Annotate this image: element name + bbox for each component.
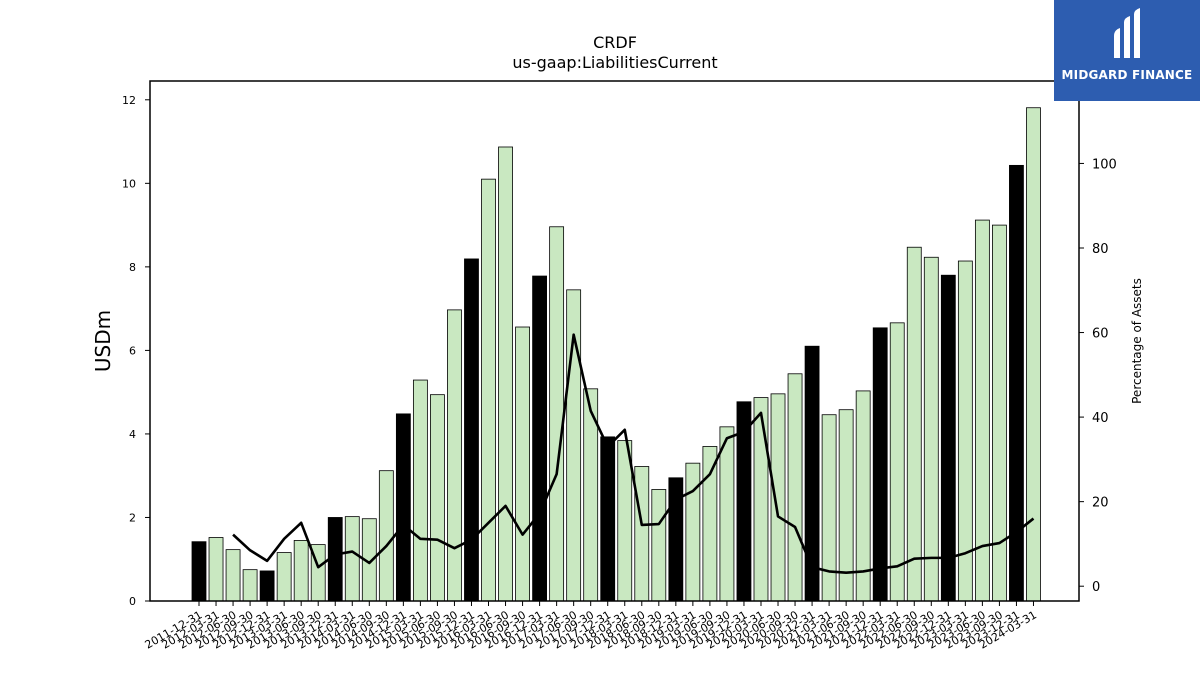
- bar-annual: [804, 345, 820, 602]
- bar-quarterly: [753, 397, 769, 602]
- brand-logo: MIDGARD FINANCE: [1054, 0, 1200, 101]
- y-tick-label: 12: [122, 94, 136, 107]
- bar-quarterly: [634, 466, 650, 602]
- bar-quarterly: [378, 470, 394, 602]
- bar-annual: [600, 436, 616, 602]
- logo-mark-icon: [1114, 8, 1140, 58]
- logo-text: MIDGARD FINANCE: [1061, 68, 1193, 82]
- bar-quarterly: [787, 373, 803, 602]
- x-axis: 2011-12-312012-03-312012-06-302012-09-30…: [143, 601, 1039, 652]
- bar-quarterly: [430, 394, 445, 602]
- bar-quarterly: [685, 462, 701, 602]
- y-axis-label: USDm: [91, 310, 115, 372]
- y-tick-label: 4: [129, 428, 136, 441]
- y-tick-label: 8: [129, 261, 136, 274]
- y-tick-label: 2: [129, 511, 136, 524]
- chart-title: CRDF: [593, 33, 637, 52]
- bar-quarterly: [906, 246, 922, 602]
- bar-quarterly: [293, 540, 309, 602]
- y-tick-label: 6: [129, 344, 136, 357]
- bar-quarterly: [276, 552, 292, 602]
- bar-quarterly: [1026, 107, 1041, 602]
- bar-quarterly: [651, 489, 667, 602]
- y2-tick-label: 60: [1092, 327, 1109, 342]
- bar-series: [191, 107, 1041, 602]
- y2-tick-label: 40: [1092, 411, 1109, 426]
- bar-annual: [464, 258, 479, 602]
- y-tick-label: 10: [122, 177, 136, 190]
- plot-frame: [149, 80, 1080, 602]
- bar-quarterly: [719, 426, 735, 602]
- line-series: [232, 333, 1035, 574]
- bar-quarterly: [447, 309, 462, 602]
- bar-annual: [259, 570, 275, 602]
- bar-quarterly: [344, 516, 360, 602]
- percentage-line: [232, 333, 1035, 574]
- bar-quarterly: [412, 379, 428, 602]
- bar-quarterly: [225, 549, 241, 602]
- bar-quarterly: [515, 326, 530, 602]
- bar-quarterly: [923, 256, 939, 602]
- bar-quarterly: [974, 219, 990, 602]
- y2-tick-label: 20: [1092, 496, 1109, 511]
- bar-quarterly: [889, 322, 905, 602]
- bar-quarterly: [208, 537, 224, 602]
- bar-quarterly: [770, 393, 786, 602]
- y-axis-left: 0 2 4 6 8 10 12: [122, 94, 150, 608]
- bar-quarterly: [242, 569, 258, 602]
- bar-quarterly: [549, 226, 565, 602]
- bar-annual: [940, 274, 956, 602]
- y2-tick-label: 0: [1092, 580, 1100, 595]
- chart-subtitle: us-gaap:LiabilitiesCurrent: [512, 53, 717, 72]
- bar-quarterly: [617, 440, 633, 602]
- bar-annual: [532, 275, 547, 602]
- y2-axis-label: Percentage of Assets: [1130, 278, 1144, 404]
- bar-quarterly: [481, 178, 496, 602]
- bar-annual: [872, 327, 888, 602]
- bar-annual: [191, 541, 207, 602]
- y-tick-label: 0: [129, 595, 136, 608]
- y2-tick-label: 100: [1092, 157, 1117, 172]
- y2-tick-label: 80: [1092, 242, 1109, 257]
- bar-quarterly: [702, 446, 718, 602]
- bar-quarterly: [498, 146, 513, 602]
- bar-annual: [395, 413, 411, 602]
- y-axis-right: 0 20 40 60 80 100: [1079, 157, 1117, 595]
